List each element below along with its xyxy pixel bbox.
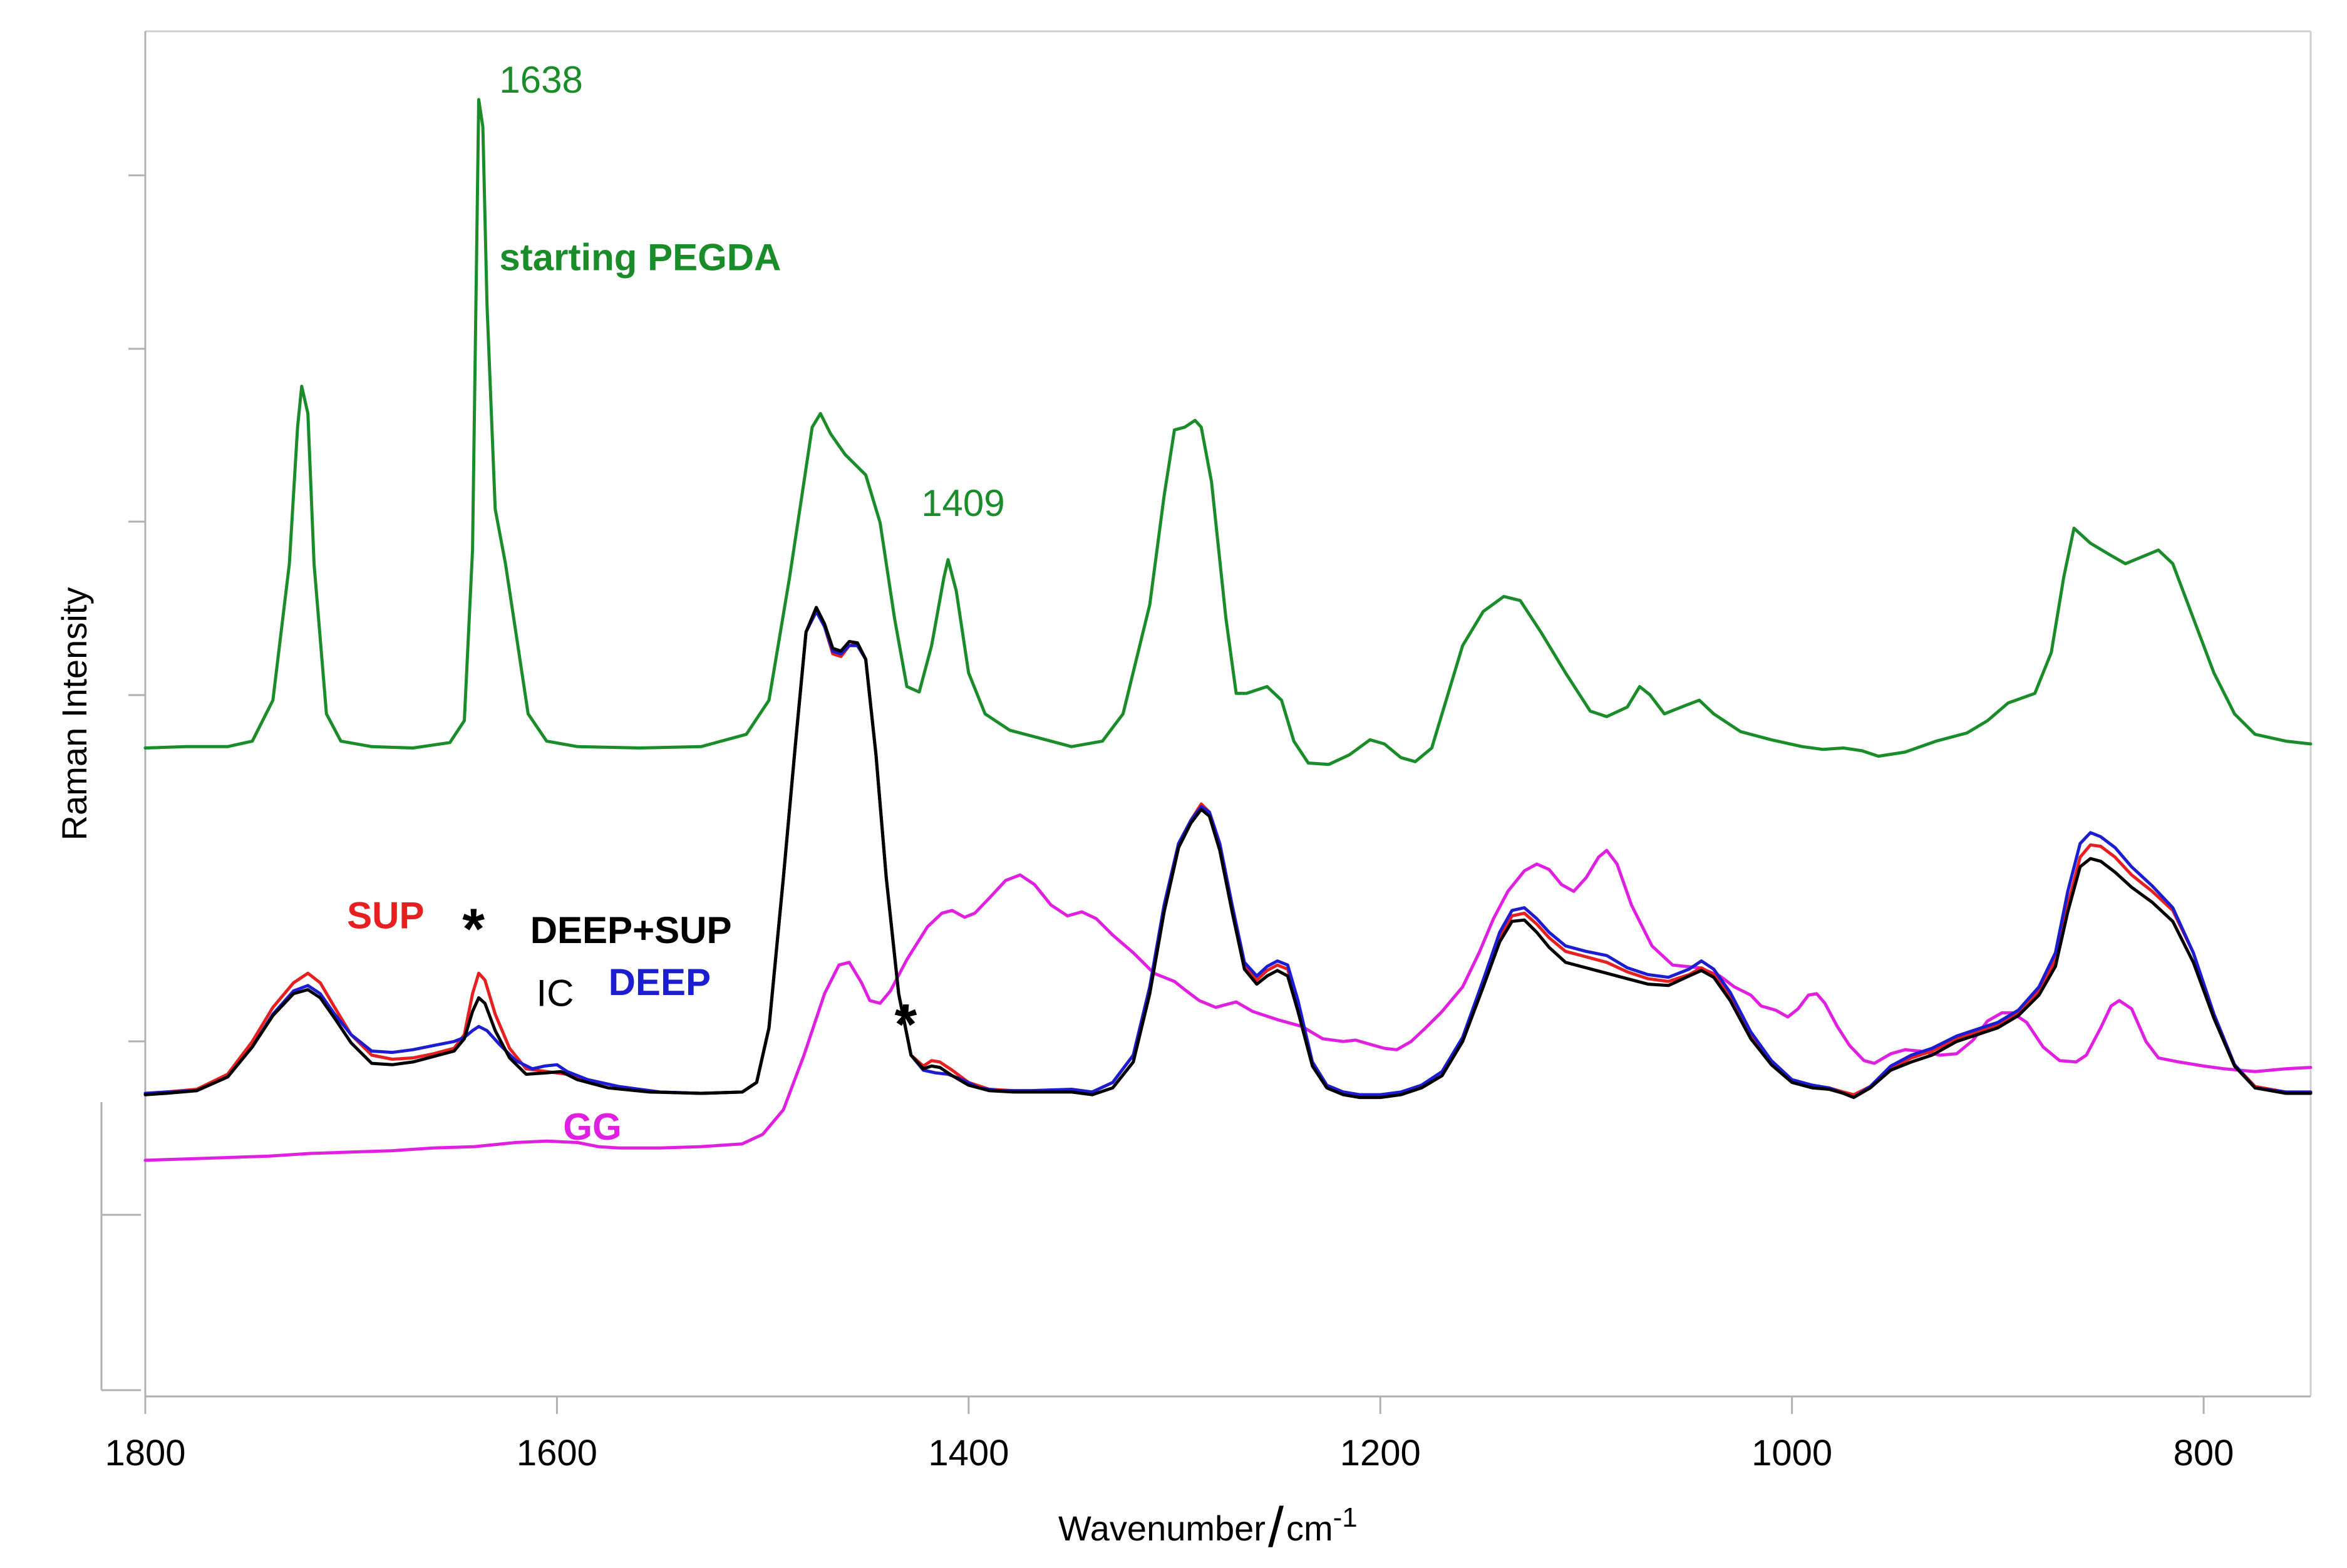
x-axis-title: Wavenumber/cm-1 <box>1058 1497 1358 1559</box>
ann-1409: 1409 <box>921 482 1004 524</box>
x-tick-label: 1400 <box>928 1433 1009 1473</box>
ann-star-1638: * <box>462 897 485 961</box>
x-tick-label: 1200 <box>1340 1433 1421 1473</box>
x-axis-title-main: Wavenumber <box>1058 1509 1266 1548</box>
x-tick-label: 1800 <box>105 1433 185 1473</box>
ann-1638: 1638 <box>499 59 582 101</box>
ann-starting-pegda: starting PEGDA <box>499 237 781 279</box>
x-axis-title-slash: / <box>1268 1497 1284 1559</box>
x-axis-title-exponent: -1 <box>1333 1502 1358 1533</box>
x-axis-ticks: 1800 1600 1400 1200 1000 800 <box>105 1396 2234 1473</box>
x-tick-label: 1600 <box>517 1433 597 1473</box>
ann-sup: SUP <box>347 894 424 936</box>
series-line-starting-pegda <box>143 98 2313 766</box>
y-axis-title: Raman Intensity <box>54 587 94 841</box>
ann-deep: DEEP <box>609 961 711 1003</box>
y-ticks-lower <box>101 1214 141 1391</box>
ann-star-1409: * <box>895 993 917 1057</box>
ann-gg: GG <box>563 1106 621 1148</box>
series-line-deep <box>143 610 2313 1100</box>
ann-ic: IC <box>537 972 574 1014</box>
x-tick-label: 800 <box>2174 1433 2234 1473</box>
ann-deep-sup: DEEP+SUP <box>530 909 732 951</box>
x-axis-title-unit: cm <box>1286 1509 1333 1548</box>
annotation-layer: 1638 starting PEGDA 1409 SUP * DEEP+SUP IC DEEP… <box>347 59 1005 1148</box>
series-line-deep-sup <box>143 606 2313 1100</box>
series-layer <box>143 98 2313 1162</box>
y-ticks-upper <box>128 174 145 1043</box>
x-tick-label: 1000 <box>1751 1433 1832 1473</box>
